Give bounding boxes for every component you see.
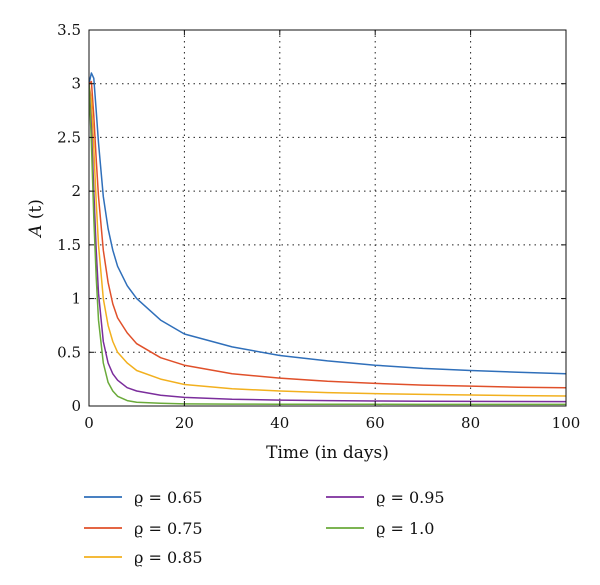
series-layer	[89, 72, 566, 406]
legend-label: ϱ = 0.75	[134, 519, 203, 538]
legend-label: ϱ = 0.65	[134, 488, 203, 507]
legend-label: ϱ = 1.0	[376, 519, 434, 538]
series-line-2	[89, 80, 566, 389]
x-axis-label: Time (in days)	[266, 443, 389, 463]
x-tick-label: 80	[461, 414, 480, 432]
series-line-5	[89, 83, 566, 406]
y-tick-label: 3	[71, 75, 81, 93]
y-tick-label: 0	[71, 397, 81, 415]
series-line-3	[89, 83, 566, 397]
y-tick-label: 1.5	[57, 236, 81, 254]
y-tick-label: 3.5	[57, 21, 81, 39]
y-tick-label: 2.5	[57, 128, 81, 146]
tick-layer: 0 20 40 60 80 100 0 0.5 1 1.5 2 2.5 3 3.5	[57, 21, 580, 432]
y-tick-label: 2	[71, 182, 81, 200]
legend: ϱ = 0.65 ϱ = 0.75 ϱ = 0.85 ϱ = 0.95 ϱ = 1.0	[84, 488, 445, 567]
x-tick-label: 0	[84, 414, 94, 432]
axis-labels: Time (in days) A (t)	[26, 199, 389, 463]
legend-label: ϱ = 0.85	[134, 548, 203, 567]
series-line-4	[89, 83, 566, 403]
legend-label: ϱ = 0.95	[376, 488, 445, 507]
grid-layer	[89, 30, 566, 406]
y-tick-label: 1	[71, 290, 81, 308]
y-axis-label: A (t)	[26, 199, 46, 239]
x-tick-label: 60	[366, 414, 385, 432]
plot-frame	[88, 29, 567, 407]
x-tick-label: 100	[552, 414, 581, 432]
series-line-1	[89, 72, 566, 375]
x-tick-label: 40	[270, 414, 289, 432]
y-tick-label: 0.5	[57, 343, 81, 361]
x-tick-label: 20	[175, 414, 194, 432]
